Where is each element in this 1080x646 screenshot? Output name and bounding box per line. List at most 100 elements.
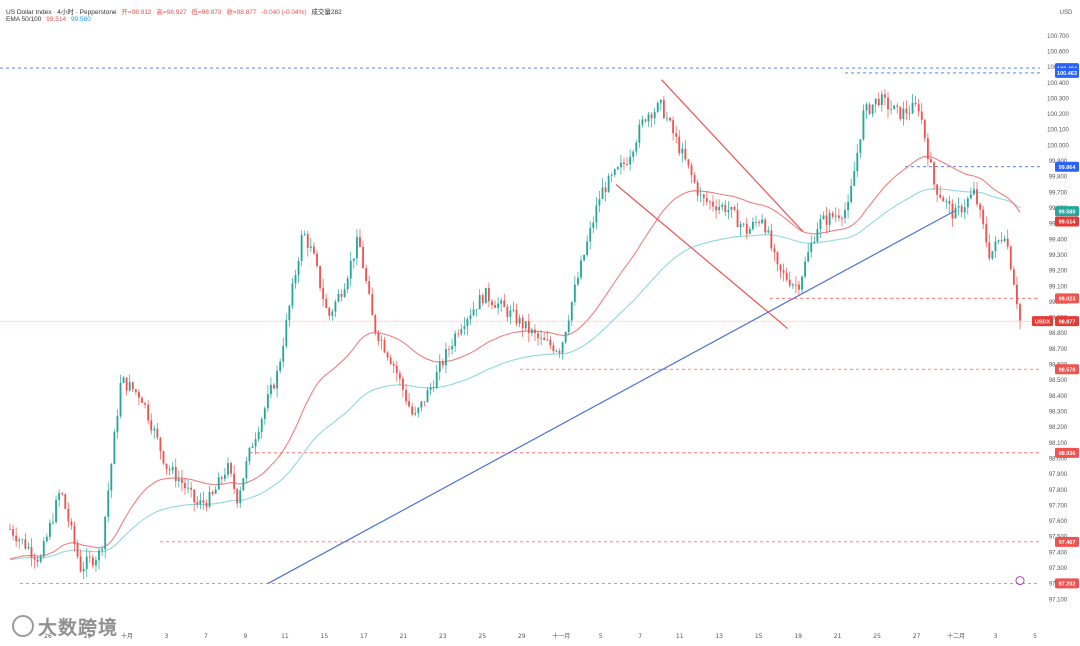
candle-body	[481, 295, 484, 304]
candle-body	[969, 194, 972, 199]
candle-body	[871, 104, 874, 114]
candle-body	[595, 205, 598, 223]
candle-body	[122, 377, 125, 383]
y-tick-label: 100.600	[1047, 49, 1069, 55]
candle-body	[979, 204, 982, 210]
candle-body	[239, 490, 242, 504]
ema50-line	[9, 156, 1021, 560]
price-tag-bg	[1055, 293, 1079, 304]
candle-body	[926, 138, 929, 160]
candle-body	[877, 98, 880, 105]
price-tag-label: 97.467	[1059, 540, 1076, 546]
candle-body	[131, 382, 134, 390]
candle-body	[794, 284, 797, 286]
candle-body	[687, 159, 690, 166]
candle-body	[141, 397, 143, 403]
candle-body	[48, 522, 51, 537]
candle-body	[349, 260, 352, 279]
candle-body	[150, 420, 153, 431]
candle-body	[233, 473, 236, 490]
candle-body	[841, 217, 843, 219]
price-tag-label: 100.463	[1057, 71, 1077, 77]
symbol-tag-bg	[1032, 316, 1053, 327]
candle-body	[438, 361, 441, 372]
candle-body	[690, 165, 693, 176]
candle-body	[828, 213, 831, 225]
candle-body	[303, 234, 306, 236]
candle-body	[309, 246, 312, 248]
candle-body	[816, 228, 819, 242]
candle-body	[322, 287, 325, 300]
candle-body	[39, 556, 42, 562]
x-tick-label: 7	[204, 633, 208, 640]
candle-body	[306, 234, 309, 248]
candle-body	[515, 309, 518, 324]
candle-body	[432, 387, 435, 389]
candle-body	[755, 221, 757, 223]
candle-body	[205, 502, 208, 507]
candle-body	[610, 174, 613, 176]
price-tag-bg	[1055, 364, 1079, 375]
candle-body	[1003, 238, 1006, 242]
candle-body	[9, 528, 11, 530]
y-tick-label: 97.400	[1049, 550, 1068, 556]
candle-body	[113, 431, 116, 465]
x-tick-label: 19	[794, 633, 802, 640]
candle-body	[939, 194, 942, 198]
candle-body	[392, 363, 395, 366]
chart-legend: US Dollar Index · 4小时 · Pepperstone 开=98…	[6, 6, 345, 16]
ema50-value: 99.514	[46, 16, 67, 23]
candle-body	[85, 556, 88, 569]
x-tick-label: 27	[913, 633, 921, 640]
candle-body	[448, 349, 450, 350]
symbol-tag-label: USDX	[1035, 319, 1051, 325]
candle-body	[549, 339, 552, 346]
candle-body	[282, 346, 285, 362]
x-tick-label: 5	[1033, 633, 1037, 640]
candle-body	[739, 224, 742, 228]
y-tick-label: 98.100	[1049, 441, 1068, 447]
candle-body	[813, 241, 816, 243]
candle-body	[254, 439, 257, 447]
y-tick-label: 99.300	[1049, 253, 1068, 259]
candle-body	[933, 162, 935, 185]
candle-body	[659, 99, 662, 103]
candle-body	[279, 361, 282, 371]
candle-body	[319, 265, 321, 288]
candle-body	[656, 102, 659, 112]
candle-body	[214, 489, 217, 494]
candle-body	[577, 277, 579, 285]
y-tick-label: 99.100	[1049, 284, 1068, 290]
candle-body	[751, 221, 754, 230]
candle-body	[982, 209, 985, 225]
candle-body	[586, 241, 589, 256]
candle-body	[67, 508, 70, 522]
price-tag-label: 99.023	[1059, 297, 1076, 303]
candle-body	[491, 301, 493, 306]
price-tag-bg	[1055, 216, 1079, 227]
candle-body	[236, 489, 239, 504]
trendlines	[267, 79, 955, 585]
candle-body	[352, 258, 355, 261]
candle-body	[153, 428, 156, 431]
candle-body	[666, 117, 668, 119]
x-tick-label: 15	[321, 633, 329, 640]
candle-body	[457, 333, 460, 335]
y-tick-label: 97.100	[1049, 597, 1068, 603]
candle-body	[896, 105, 899, 107]
candle-body	[985, 224, 988, 243]
candle-body	[144, 402, 146, 405]
candle-body	[966, 198, 969, 208]
candle-body	[27, 547, 30, 549]
watermark-text: 大数跨境	[38, 617, 119, 639]
candle-body	[116, 416, 119, 432]
candle-body	[592, 222, 595, 228]
x-tick-label: 十一月	[552, 632, 570, 640]
candle-body	[61, 493, 64, 495]
candle-body	[368, 281, 371, 294]
candle-body	[107, 490, 110, 517]
candle-body	[165, 463, 168, 470]
candle-body	[850, 185, 853, 202]
candle-body	[647, 114, 650, 122]
